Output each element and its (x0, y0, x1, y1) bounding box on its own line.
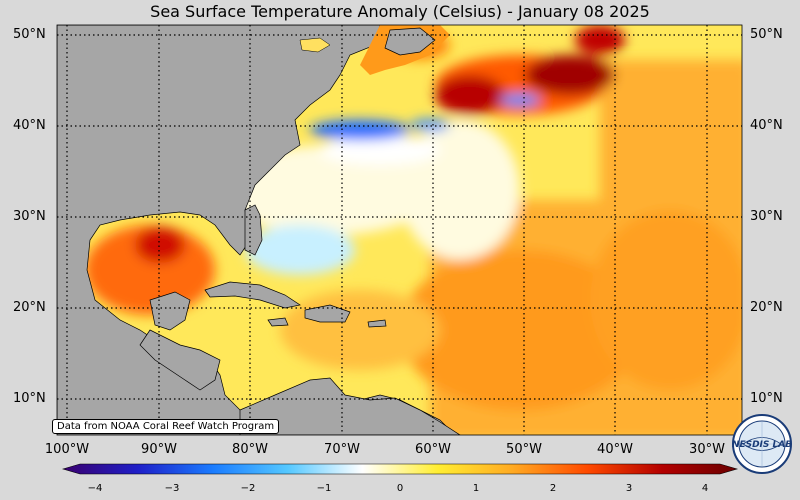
map-frame (56, 24, 743, 436)
lon-label-80w: 80°W (232, 442, 268, 457)
logo-text: NESDIS LAB (732, 440, 792, 450)
lon-label-70w: 70°W (324, 442, 360, 457)
globe-logo-icon: NESDIS LAB (732, 414, 792, 474)
lat-label-right-30n: 30°N (750, 209, 783, 224)
lat-label-right-10n: 10°N (750, 391, 783, 406)
hispaniola-land (304, 304, 351, 323)
data-credit: Data from NOAA Coral Reef Watch Program (52, 419, 280, 434)
lon-label-40w: 40°W (597, 442, 633, 457)
colorbar (61, 463, 739, 475)
lon-label-90w: 90°W (141, 442, 177, 457)
lon-label-100w: 100°W (44, 442, 90, 457)
anomaly-field (70, 25, 742, 435)
lat-label-left-50n: 50°N (13, 27, 46, 42)
lat-label-right-40n: 40°N (750, 118, 783, 133)
colorbar-tick: −4 (87, 483, 103, 494)
water-features (299, 37, 331, 53)
central-america-land (139, 329, 221, 391)
colorbar-tick: 4 (701, 483, 709, 494)
map-area (57, 25, 742, 435)
lat-label-right-20n: 20°N (750, 300, 783, 315)
lat-label-left-10n: 10°N (13, 391, 46, 406)
lon-label-60w: 60°W (415, 442, 451, 457)
lat-label-left-20n: 20°N (13, 300, 46, 315)
colorbar-tick: −1 (316, 483, 332, 494)
yucatan-land (149, 291, 191, 331)
south-america-land (239, 377, 461, 435)
lat-label-right-50n: 50°N (750, 27, 783, 42)
graticule (57, 25, 742, 435)
lon-label-30w: 30°W (689, 442, 725, 457)
colorbar-tick: 1 (472, 483, 480, 494)
land-masses (57, 25, 461, 435)
colorbar-bar (61, 463, 739, 475)
map-title: Sea Surface Temperature Anomaly (Celsius… (150, 2, 650, 21)
colorbar-tick: 3 (625, 483, 633, 494)
cuba-land (204, 281, 301, 309)
colorbar-tick: −2 (240, 483, 256, 494)
colorbar-tick: −3 (164, 483, 180, 494)
lat-label-left-40n: 40°N (13, 118, 46, 133)
lat-label-left-30n: 30°N (13, 209, 46, 224)
colorbar-tick: 0 (396, 483, 404, 494)
lon-label-50w: 50°W (506, 442, 542, 457)
colorbar-tick: 2 (549, 483, 557, 494)
